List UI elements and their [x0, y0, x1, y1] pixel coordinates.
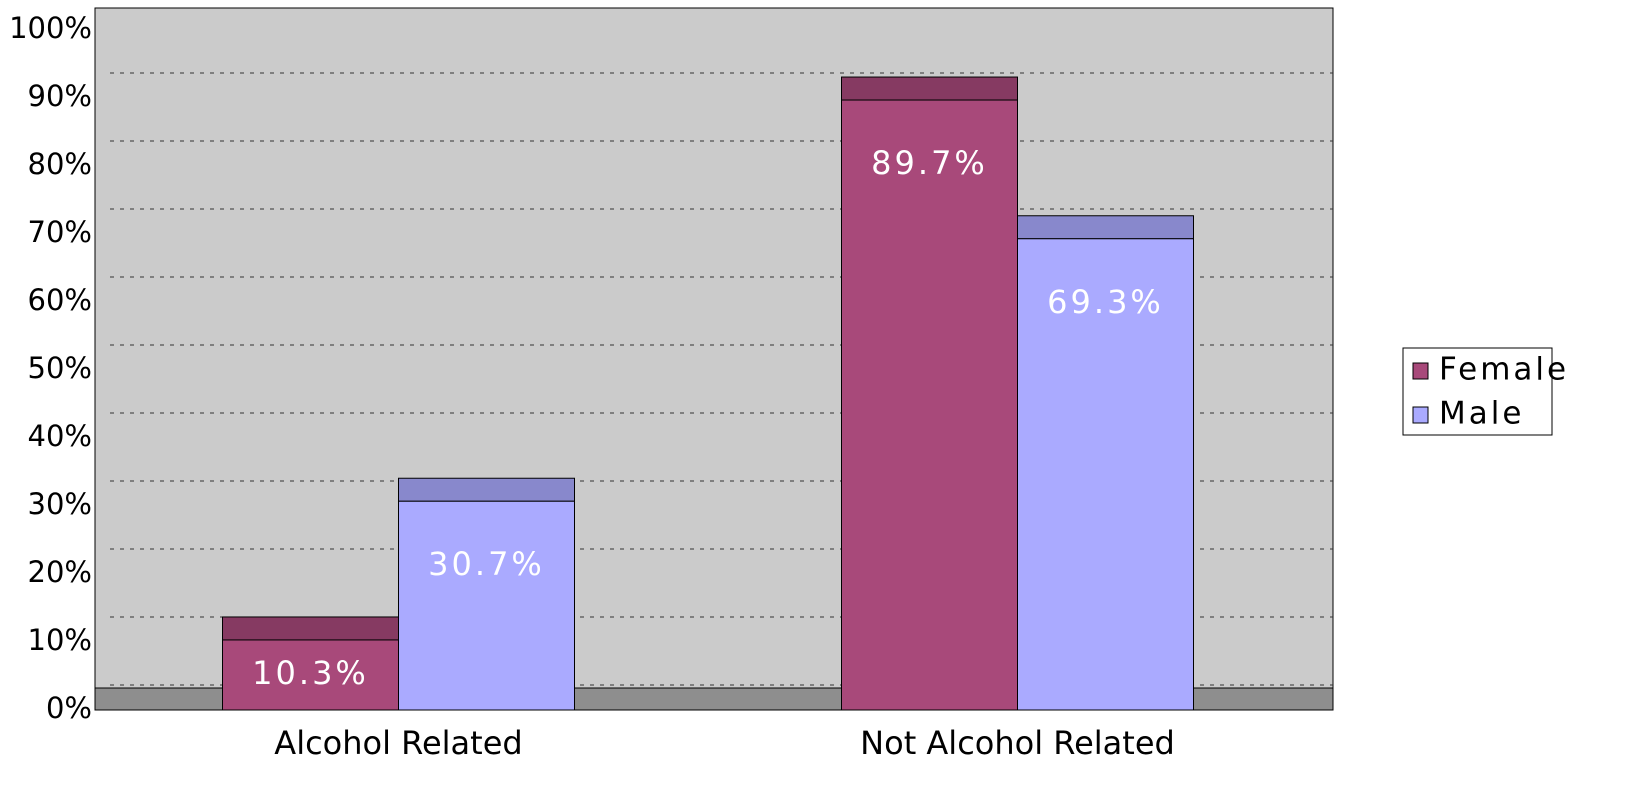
- x-tick-label: Not Alcohol Related: [860, 724, 1175, 762]
- y-tick-label: 80%: [28, 147, 92, 181]
- y-tick-label: 30%: [28, 487, 92, 521]
- bar: [398, 500, 575, 711]
- bar-top: [398, 477, 575, 502]
- y-tick-label: 0%: [46, 691, 92, 725]
- bar: [222, 639, 399, 711]
- bar-group: 69.3%: [1017, 215, 1194, 711]
- y-tick-label: 40%: [28, 419, 92, 453]
- legend-swatch: [1412, 362, 1429, 380]
- value-label: 30.7%: [428, 545, 545, 583]
- bar-group: 30.7%: [398, 477, 575, 711]
- legend-label: Female: [1439, 352, 1569, 388]
- bar-top: [841, 76, 1018, 101]
- value-label: 89.7%: [871, 144, 988, 182]
- bar: [841, 99, 1018, 711]
- x-tick-label: Alcohol Related: [274, 724, 522, 762]
- y-tick-label: 90%: [28, 79, 92, 113]
- y-tick-label: 60%: [28, 283, 92, 317]
- y-tick-label: 100%: [9, 11, 92, 45]
- value-label: 69.3%: [1047, 283, 1164, 321]
- y-tick-label: 50%: [28, 351, 92, 385]
- bar-group: 10.3%: [222, 616, 399, 711]
- bar-group: 89.7%: [841, 76, 1018, 711]
- y-tick-label: 20%: [28, 555, 92, 589]
- legend-label: Male: [1439, 396, 1524, 432]
- legend-swatch: [1412, 406, 1429, 424]
- value-label: 10.3%: [252, 654, 369, 692]
- y-tick-label: 70%: [28, 215, 92, 249]
- bar-top: [1017, 215, 1194, 240]
- bar: [1017, 238, 1194, 711]
- y-tick-label: 10%: [28, 623, 92, 657]
- bar-top: [222, 616, 399, 641]
